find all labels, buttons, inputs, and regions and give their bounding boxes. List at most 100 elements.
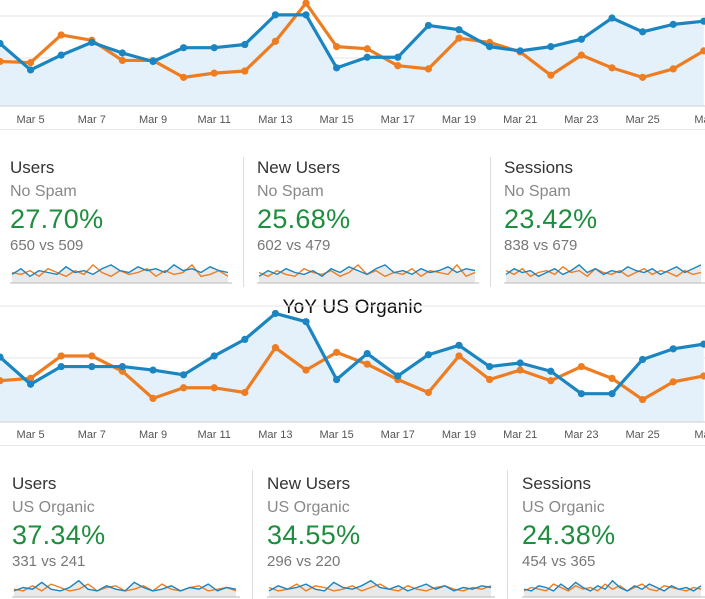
top-chart-point-previous[interactable]: [57, 31, 65, 39]
top-chart-point-previous[interactable]: [608, 64, 616, 72]
scorecard-new-users-no-spam[interactable]: New Users No Spam 25.68% 602 vs 479: [257, 158, 482, 255]
bottom-chart-point-previous[interactable]: [302, 366, 310, 374]
top-chart-point-previous[interactable]: [0, 57, 4, 66]
top-chart-x-tick-label: Mar 21: [503, 114, 537, 126]
top-chart-point-previous[interactable]: [455, 34, 463, 42]
top-chart-point-current[interactable]: [577, 35, 586, 43]
top-chart-point-previous[interactable]: [700, 47, 705, 55]
bottom-chart-point-previous[interactable]: [669, 378, 677, 386]
top-chart-point-current[interactable]: [333, 64, 341, 72]
scorecard-new-users-us-organic[interactable]: New Users US Organic 34.55% 296 vs 220: [267, 474, 497, 571]
top-chart-point-current[interactable]: [639, 28, 647, 36]
top-chart-point-previous[interactable]: [271, 37, 279, 45]
bottom-chart-point-previous[interactable]: [547, 377, 555, 385]
bottom-chart-point-current[interactable]: [608, 390, 616, 398]
top-chart-point-current[interactable]: [302, 11, 310, 19]
top-chart-point-previous[interactable]: [363, 45, 371, 53]
top-chart-point-current[interactable]: [27, 66, 35, 74]
bottom-chart-point-previous[interactable]: [363, 360, 371, 368]
bottom-chart-point-previous[interactable]: [333, 348, 341, 356]
bottom-chart-point-current[interactable]: [394, 372, 402, 380]
top-chart-point-current[interactable]: [700, 17, 705, 25]
bottom-chart-point-current[interactable]: [455, 341, 463, 349]
bottom-chart-point-previous[interactable]: [424, 388, 432, 397]
top-chart-point-current[interactable]: [118, 49, 126, 57]
top-chart-point-current[interactable]: [486, 43, 494, 51]
bottom-chart-point-current[interactable]: [363, 349, 371, 358]
segment-label: No Spam: [10, 183, 77, 200]
scorecard-sessions-us-organic[interactable]: Sessions US Organic 24.38% 454 vs 365: [522, 474, 702, 571]
bottom-chart-point-current[interactable]: [0, 353, 4, 361]
top-chart-point-previous[interactable]: [577, 51, 586, 59]
bottom-chart-x-tick-label: Mar 9: [139, 429, 167, 441]
top-chart-point-previous[interactable]: [547, 71, 555, 79]
top-chart-point-current[interactable]: [516, 47, 524, 55]
top-chart-point-previous[interactable]: [394, 62, 402, 70]
top-chart-point-current[interactable]: [0, 39, 4, 48]
bottom-chart-point-current[interactable]: [241, 335, 249, 343]
bottom-chart-point-current[interactable]: [149, 366, 157, 374]
top-chart-point-current[interactable]: [271, 11, 279, 19]
bottom-chart-point-previous[interactable]: [486, 375, 494, 384]
top-chart-point-current[interactable]: [180, 44, 188, 52]
top-chart-point-previous[interactable]: [180, 73, 188, 81]
bottom-chart-point-current[interactable]: [424, 351, 432, 359]
bottom-chart-point-previous[interactable]: [0, 377, 4, 385]
bottom-chart-point-previous[interactable]: [639, 395, 647, 404]
top-chart-point-current[interactable]: [394, 53, 402, 61]
bottom-chart-point-previous[interactable]: [700, 372, 705, 380]
top-chart-point-previous[interactable]: [669, 65, 677, 73]
top-chart-point-current[interactable]: [363, 53, 371, 61]
top-chart-point-current[interactable]: [424, 21, 432, 30]
scorecard-users-us-organic[interactable]: Users US Organic 37.34% 331 vs 241: [12, 474, 242, 571]
bottom-chart-point-previous[interactable]: [516, 366, 524, 374]
bottom-chart-point-current[interactable]: [669, 345, 677, 353]
bottom-chart-point-previous[interactable]: [608, 374, 616, 382]
bottom-chart-point-previous[interactable]: [27, 374, 35, 382]
scorecard-users-no-spam[interactable]: Users No Spam 27.70% 650 vs 509: [10, 158, 235, 255]
bottom-chart-point-current[interactable]: [486, 362, 494, 371]
bottom-chart-point-previous[interactable]: [577, 362, 586, 371]
bottom-chart-point-current[interactable]: [547, 367, 555, 375]
top-chart-point-current[interactable]: [57, 51, 65, 59]
top-chart-point-current[interactable]: [669, 20, 677, 28]
bottom-chart-point-previous[interactable]: [88, 352, 96, 360]
bottom-chart-point-previous[interactable]: [271, 344, 279, 352]
bottom-chart-point-current[interactable]: [118, 362, 126, 371]
bottom-chart-point-current[interactable]: [333, 375, 341, 384]
bottom-chart-point-previous[interactable]: [210, 384, 218, 392]
bottom-chart-point-current[interactable]: [27, 380, 35, 388]
bottom-chart-point-previous[interactable]: [241, 388, 249, 397]
bottom-chart-point-previous[interactable]: [149, 394, 157, 402]
top-chart-point-previous[interactable]: [118, 56, 126, 65]
bottom-chart-point-current[interactable]: [302, 318, 310, 326]
top-chart-point-previous[interactable]: [302, 0, 310, 7]
bottom-chart-point-current[interactable]: [577, 390, 586, 398]
top-chart-point-current[interactable]: [547, 43, 555, 51]
top-chart-point-current[interactable]: [608, 14, 616, 22]
top-chart-point-current[interactable]: [149, 57, 157, 66]
top-chart-point-previous[interactable]: [424, 65, 432, 73]
bottom-chart-point-current[interactable]: [88, 362, 96, 371]
bottom-chart-point-current[interactable]: [210, 352, 218, 360]
top-chart-point-current[interactable]: [88, 38, 96, 47]
top-chart-point-previous[interactable]: [639, 73, 647, 81]
bottom-chart-point-current[interactable]: [57, 362, 65, 371]
bottom-chart-point-previous[interactable]: [57, 352, 65, 360]
top-chart-point-current[interactable]: [241, 40, 249, 49]
top-chart-point-previous[interactable]: [210, 69, 218, 77]
top-chart-point-current[interactable]: [455, 26, 463, 34]
scorecard-sessions-no-spam[interactable]: Sessions No Spam 23.42% 838 vs 679: [504, 158, 704, 255]
bottom-chart-point-current[interactable]: [639, 355, 647, 364]
top-chart-point-previous[interactable]: [27, 58, 35, 67]
top-chart-point-current[interactable]: [210, 44, 218, 52]
top-chart-point-previous[interactable]: [241, 67, 249, 75]
bottom-chart-point-current[interactable]: [271, 309, 279, 318]
bottom-chart-point-current[interactable]: [700, 340, 705, 348]
bottom-chart-point-previous[interactable]: [180, 384, 188, 392]
sparkline-sessions-us-organic: [522, 579, 705, 598]
bottom-chart-point-current[interactable]: [516, 359, 524, 367]
top-chart-point-previous[interactable]: [333, 43, 341, 51]
bottom-chart-point-current[interactable]: [180, 371, 188, 379]
bottom-chart-point-previous[interactable]: [455, 352, 463, 360]
